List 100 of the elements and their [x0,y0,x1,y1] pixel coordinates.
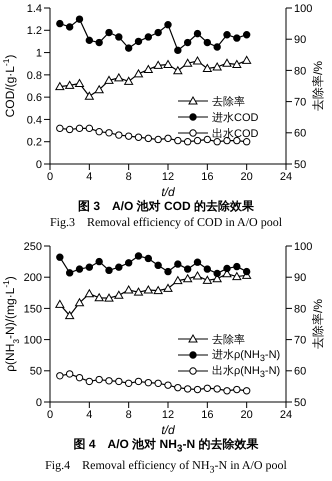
point [164,21,172,28]
point [232,60,242,68]
y-tick-label: 1 [36,47,42,60]
point [242,56,252,64]
point [84,92,94,100]
point [56,124,64,132]
point [173,276,182,284]
point [115,378,123,386]
point [86,378,94,386]
point [223,264,231,272]
point [76,374,84,382]
point [233,262,241,270]
y-tick-label: 1.4 [26,2,42,15]
y-tick-label: 250 [24,240,42,253]
point [95,258,103,266]
point [204,38,212,46]
point [86,36,94,44]
point [204,136,212,144]
point [144,33,152,41]
point [173,66,182,74]
y-tick-label: 0.8 [26,70,42,82]
point [105,377,113,384]
point [86,124,94,132]
point [115,264,123,271]
point [94,85,104,94]
y2-tick-label: 90 [294,34,306,46]
y2-tick-label: 50 [294,396,306,409]
point [194,136,202,144]
point [184,385,192,393]
y2-tick-label: 60 [294,366,306,378]
y2-axis-title: 去除率/% [311,298,325,350]
y2-tick-label: 50 [294,158,306,171]
point [174,384,182,392]
point [184,265,192,273]
point [154,380,162,387]
point [66,370,74,378]
point [55,300,64,308]
point [144,64,153,73]
point [134,288,143,296]
y2-tick-label: 100 [294,2,312,15]
point [65,80,74,89]
point [76,265,84,273]
x-tick-label: 0 [46,408,54,421]
point [134,252,142,260]
legend-label: 出水COD [212,126,258,140]
point [124,380,132,387]
y-tick-label: 50 [30,366,42,378]
point [233,386,241,394]
point [222,58,232,67]
point [115,33,123,41]
point [164,284,172,292]
point [174,46,182,54]
y-tick-label: 1.2 [26,25,42,38]
x-tick-label: 16 [201,408,214,421]
x-tick-label: 0 [46,170,54,183]
point [164,268,172,276]
point [202,276,212,284]
x-tick-label: 8 [126,408,132,421]
legend-label: 去除率 [212,332,245,346]
point [114,290,124,299]
point [104,294,114,302]
point [105,266,113,274]
point [213,138,221,146]
point [233,34,241,42]
point [55,82,64,90]
point [232,272,242,280]
point [56,254,64,261]
legend-label: 出水ρ(NH$_{3}$-N) [212,364,280,380]
legend-label: 进水ρ(NH$_{3}$-N) [212,348,280,364]
x-tick-label: 16 [201,170,214,183]
x-tick-label: 12 [162,408,174,421]
point [184,38,192,46]
point [154,262,162,270]
legend-label: 去除率 [212,94,245,108]
point [134,69,143,78]
point [154,60,163,69]
point [56,20,64,28]
point [94,293,104,302]
point [194,30,202,38]
point [242,387,250,394]
point [66,23,74,31]
point [194,258,202,266]
x-tick-label: 24 [280,408,292,421]
x-tick-label: 20 [240,408,253,421]
point [204,384,212,392]
x-axis-title: t/d [161,423,175,437]
point [144,134,152,142]
text: 图 4 A/O 池对 NH$_{3}$-N 的去除效果 [72,436,260,456]
point [174,136,182,144]
point [105,129,113,136]
y2-tick-label: 70 [294,334,306,347]
x-tick-label: 24 [280,170,292,183]
y2-tick-label: 60 [294,128,306,140]
y-tick-label: 200 [24,272,42,284]
point [124,259,132,267]
point [174,260,182,268]
point [154,136,162,144]
point [212,62,222,70]
point [183,274,192,282]
point [95,376,103,384]
